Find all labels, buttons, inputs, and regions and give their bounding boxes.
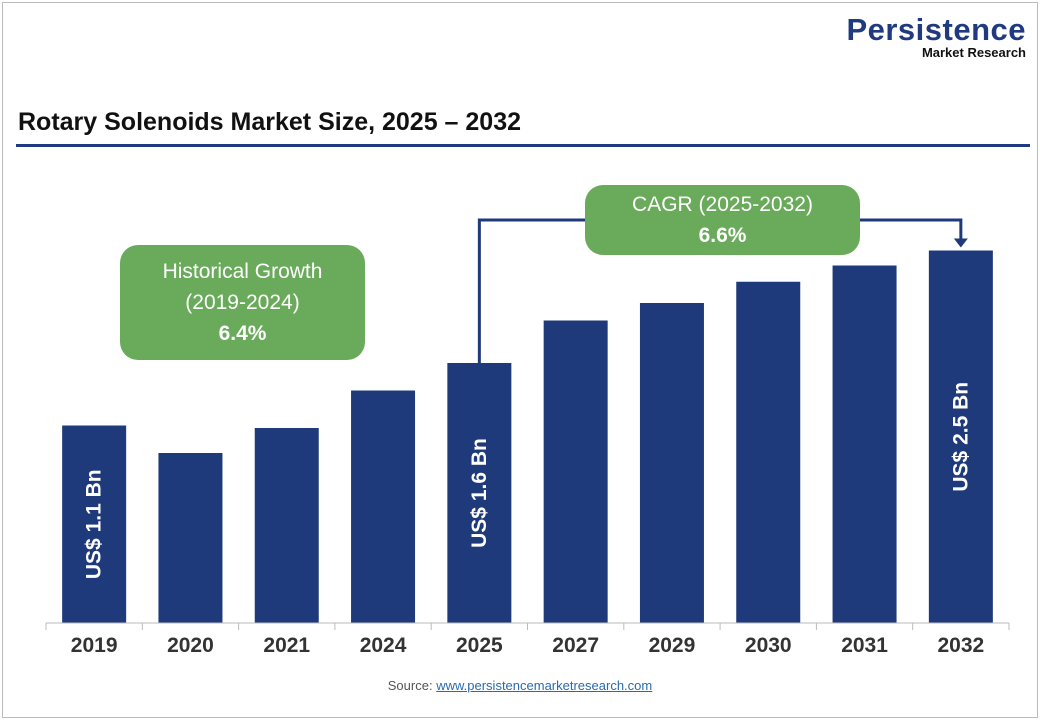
bar-2019 — [62, 425, 127, 623]
historical-period: (2019-2024) — [185, 291, 300, 314]
logo-line1: Persistence — [846, 12, 1026, 47]
arrow-head-icon — [953, 238, 968, 248]
tick-label-2020: 2020 — [167, 634, 214, 657]
bar-2020 — [158, 453, 223, 623]
historical-label: Historical Growth — [162, 260, 323, 283]
tick-label-2029: 2029 — [649, 634, 696, 657]
bar-2031 — [832, 265, 897, 623]
chart-title: Rotary Solenoids Market Size, 2025 – 203… — [18, 108, 522, 136]
data-label-2019: US$ 1.1 Bn — [83, 469, 106, 579]
bar-2027 — [543, 320, 608, 623]
bar-2021 — [254, 428, 319, 623]
tick-label-2025: 2025 — [456, 634, 503, 657]
data-label-2032: US$ 2.5 Bn — [949, 382, 972, 492]
historical-value: 6.4% — [218, 322, 267, 345]
tick-label-2027: 2027 — [552, 634, 599, 657]
source-label: Source: — [387, 678, 433, 693]
tick-label-2019: 2019 — [71, 634, 118, 657]
cagr-box: CAGR (2025-2032) 6.6% — [585, 185, 860, 255]
logo: Persistence Market Research — [826, 14, 1026, 60]
historical-growth-box: Historical Growth (2019-2024) 6.4% — [120, 245, 365, 360]
bar-2024 — [351, 390, 416, 623]
bar-2032 — [928, 250, 993, 623]
tick-label-2032: 2032 — [937, 634, 984, 657]
tick-label-2030: 2030 — [745, 634, 792, 657]
cagr-value: 6.6% — [698, 224, 747, 247]
logo-line2: Market Research — [921, 45, 1026, 60]
title-rule — [16, 144, 1030, 147]
bar-2029 — [639, 303, 704, 623]
bar-2030 — [736, 281, 801, 623]
cagr-label: CAGR (2025-2032) — [632, 193, 813, 216]
data-label-2025: US$ 1.6 Bn — [468, 438, 491, 548]
cagr-connector-left — [477, 218, 585, 363]
source: Source: www.persistencemarketresearch.co… — [0, 678, 1040, 693]
tick-label-2031: 2031 — [841, 634, 888, 657]
tick-label-2024: 2024 — [360, 634, 407, 657]
cagr-connector-right — [860, 218, 963, 241]
bar-2025 — [447, 363, 512, 623]
tick-label-2021: 2021 — [263, 634, 310, 657]
source-link[interactable]: www.persistencemarketresearch.com — [436, 678, 653, 693]
